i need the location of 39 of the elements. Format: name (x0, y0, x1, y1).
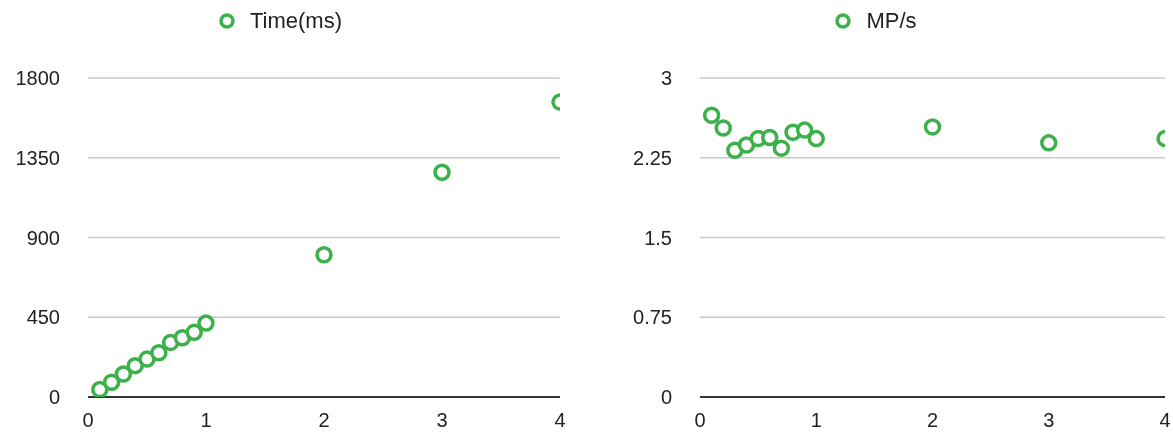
y-tick-label: 1800 (15, 67, 60, 90)
point (714, 119, 732, 137)
point (150, 343, 168, 362)
point (761, 128, 779, 147)
y-tick-label: 450 (26, 306, 60, 329)
point (197, 314, 215, 332)
y-tick-label: 0.75 (633, 306, 672, 329)
x-tick-label: 4 (554, 409, 566, 432)
x-tick-label: 4 (1159, 409, 1171, 432)
point (772, 139, 791, 157)
x-tick-label: 0 (694, 409, 706, 432)
y-tick-label: 2.25 (633, 146, 672, 169)
y-tick-label: 0 (660, 386, 672, 409)
point (114, 365, 133, 383)
y-tick-label: 1.5 (644, 226, 672, 249)
point (185, 323, 203, 342)
y-tick-label: 0 (48, 386, 60, 409)
x-tick-label: 2 (926, 409, 939, 432)
point (923, 118, 942, 136)
x-tick-label: 3 (1043, 409, 1055, 432)
x-tick-label: 1 (810, 409, 822, 432)
y-tick-label: 1350 (15, 146, 60, 169)
x-tick-label: 2 (318, 409, 330, 432)
legend-label: MP/s (866, 8, 917, 34)
point (1040, 134, 1058, 152)
point (795, 121, 814, 139)
x-tick-label: 3 (436, 409, 448, 432)
point (102, 373, 121, 392)
point (433, 163, 451, 182)
point (702, 106, 721, 124)
point (126, 356, 144, 375)
point (807, 129, 825, 148)
y-tick-label: 900 (26, 226, 60, 249)
x-tick-label: 0 (82, 409, 94, 432)
legend-label: Time(ms) (249, 8, 343, 34)
x-tick-label: 1 (200, 409, 212, 432)
point (91, 380, 109, 397)
point (315, 245, 333, 264)
y-tick-label: 3 (660, 67, 672, 90)
